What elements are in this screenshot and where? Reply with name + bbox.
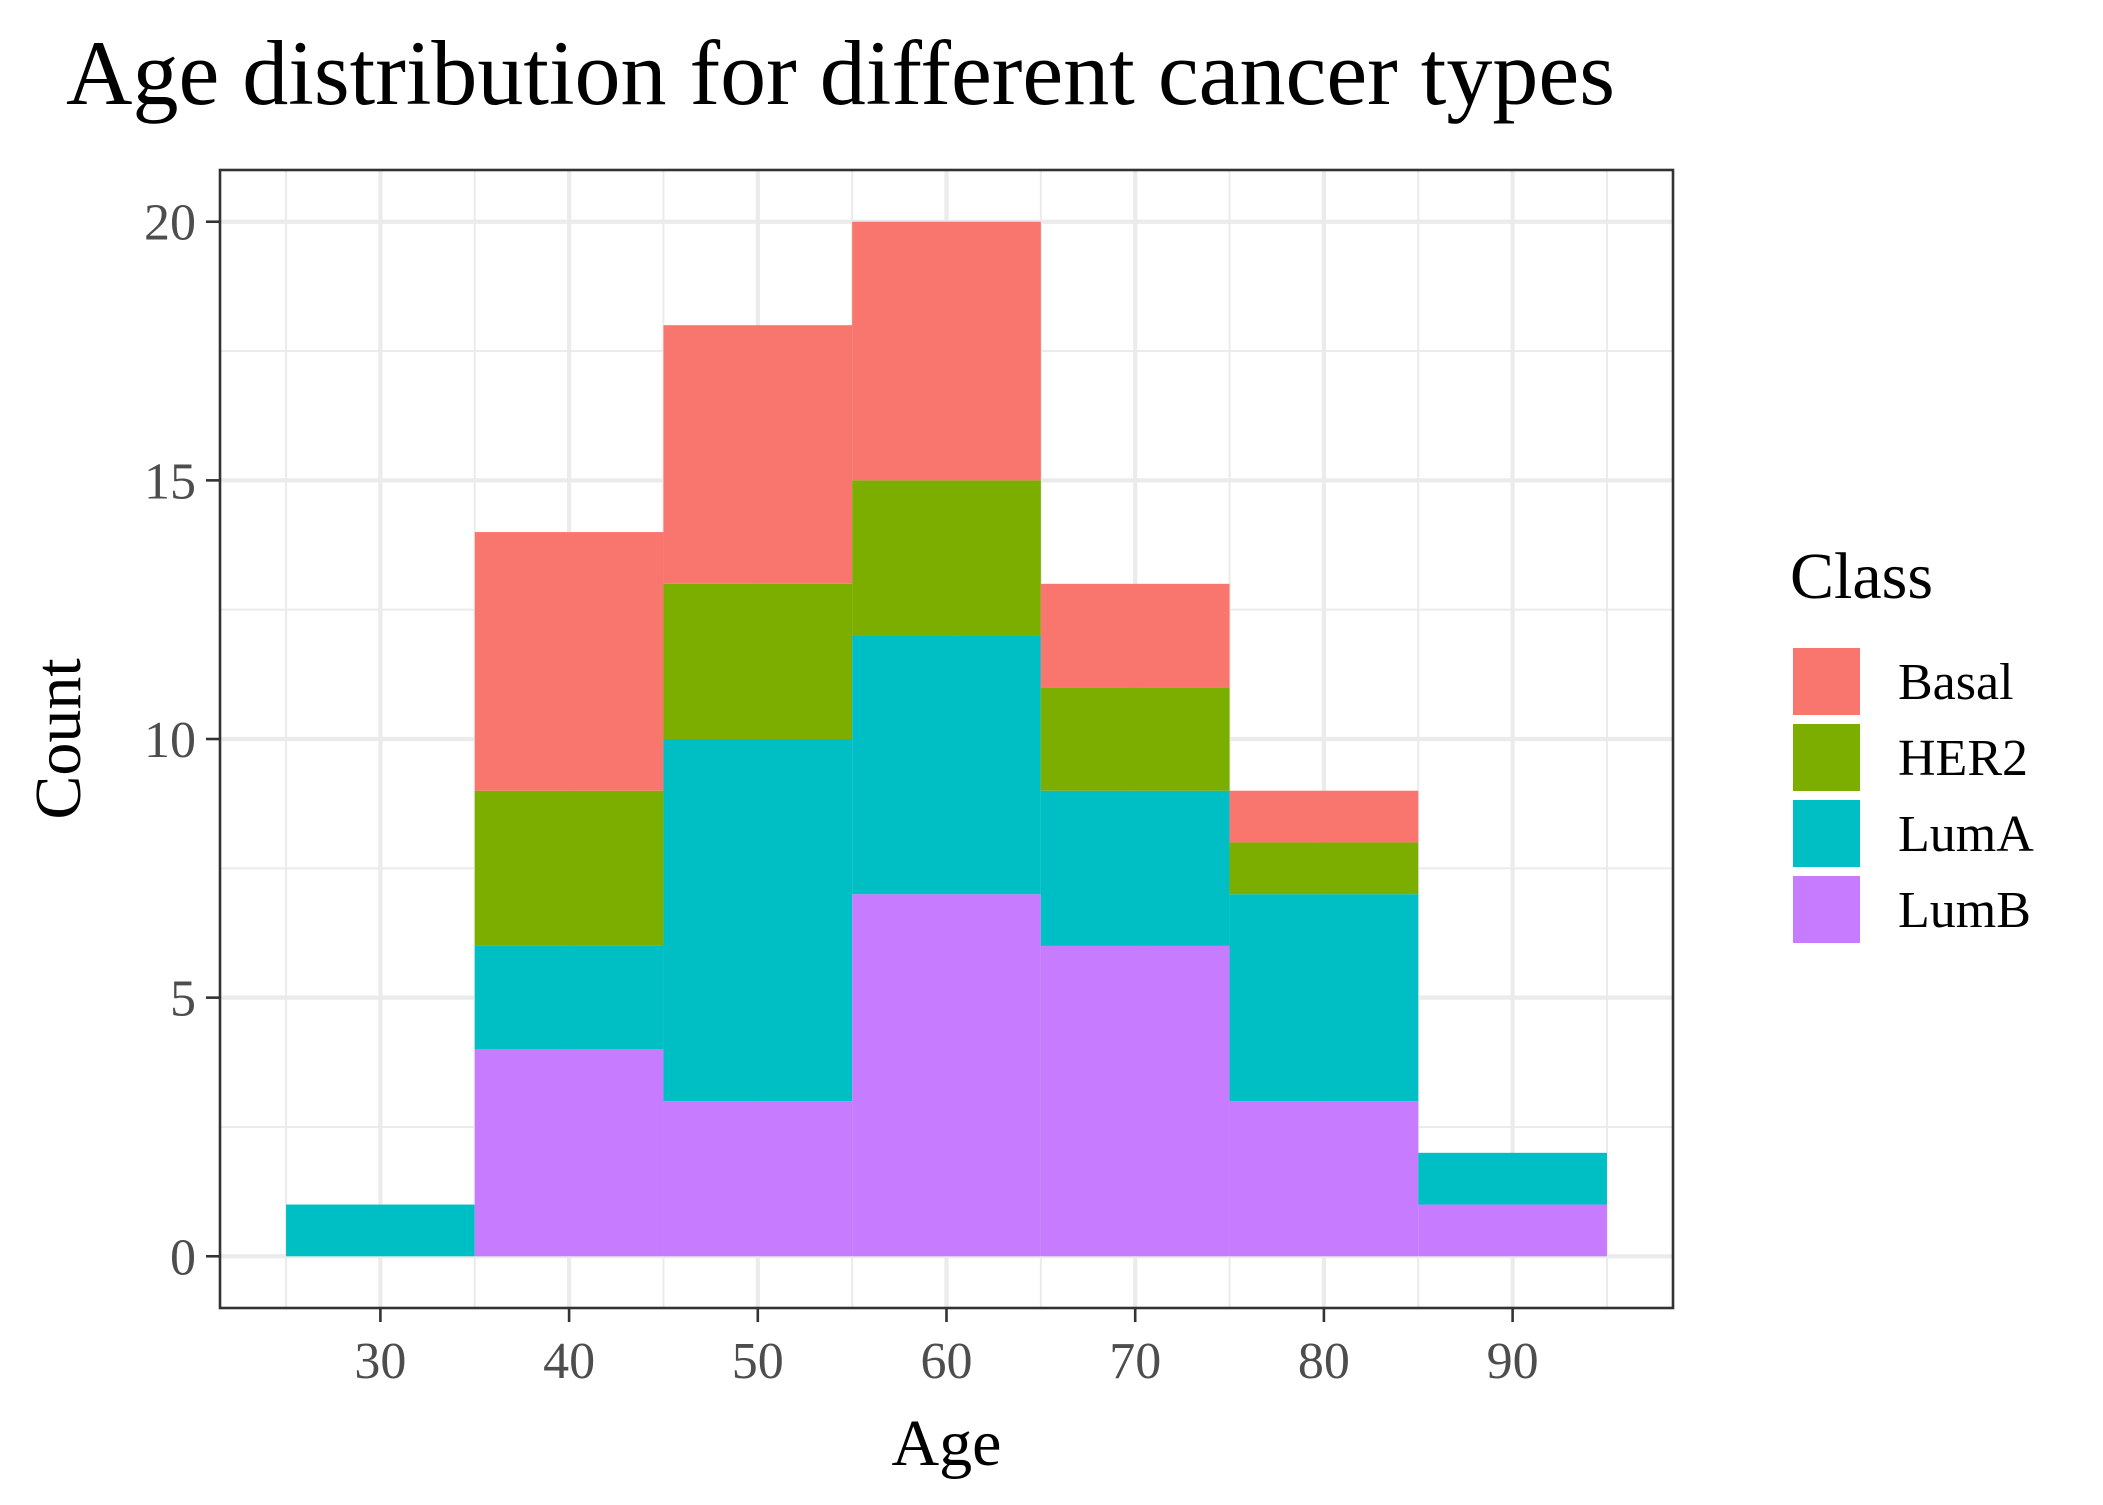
bar-basal	[852, 221, 1041, 481]
bar-lumb	[852, 894, 1041, 1257]
x-tick-label: 40	[543, 1333, 595, 1390]
bar-luma	[1229, 894, 1419, 1102]
bar-luma	[1040, 790, 1230, 946]
x-tick-label: 50	[732, 1333, 784, 1390]
legend-title: Class	[1790, 540, 1933, 613]
bar-lumb	[1418, 1204, 1607, 1257]
bar-her2	[1229, 842, 1419, 895]
legend-key-her2	[1793, 724, 1860, 791]
bar-her2	[852, 480, 1041, 636]
bar-basal	[1040, 583, 1230, 688]
bar-luma	[286, 1204, 475, 1257]
bars-layer	[286, 221, 1607, 1257]
x-tick-label: 60	[921, 1333, 973, 1390]
legend-key-basal	[1793, 648, 1860, 715]
y-tick-label: 10	[144, 712, 196, 769]
x-axis-title: Age	[892, 1407, 1002, 1480]
bar-lumb	[663, 1101, 853, 1257]
bar-basal	[1229, 790, 1419, 843]
axes-layer: 30 40 50 60 70 80 90 0 5 10 15 20	[144, 195, 1539, 1390]
x-tick-label: 80	[1298, 1333, 1350, 1390]
bar-lumb	[474, 1049, 664, 1257]
bar-lumb	[1040, 945, 1230, 1257]
chart-title: Age distribution for different cancer ty…	[66, 22, 1615, 124]
legend-label-basal: Basal	[1898, 654, 2014, 711]
y-tick-label: 5	[170, 971, 196, 1028]
legend-label-her2: HER2	[1898, 730, 2028, 787]
y-tick-label: 0	[170, 1229, 196, 1286]
legend-key-lumb	[1793, 876, 1860, 943]
legend-label-luma: LumA	[1898, 806, 2034, 863]
y-tick-label: 20	[144, 195, 196, 252]
bar-luma	[663, 739, 853, 1102]
bar-lumb	[1229, 1101, 1419, 1257]
bar-her2	[474, 790, 664, 946]
y-tick-label: 15	[144, 453, 196, 510]
x-tick-label: 70	[1109, 1333, 1161, 1390]
bar-basal	[663, 325, 853, 584]
bar-basal	[474, 532, 664, 791]
bar-luma	[1418, 1152, 1607, 1205]
bar-her2	[663, 583, 853, 739]
legend: Class Basal HER2 LumA LumB	[1790, 540, 2034, 943]
bar-luma	[852, 635, 1041, 895]
y-axis-title: Count	[22, 658, 95, 819]
bar-her2	[1040, 687, 1230, 791]
x-tick-label: 30	[354, 1333, 406, 1390]
legend-key-luma	[1793, 800, 1860, 867]
x-tick-label: 90	[1487, 1333, 1539, 1390]
bar-luma	[474, 945, 664, 1050]
legend-label-lumb: LumB	[1898, 882, 2031, 939]
